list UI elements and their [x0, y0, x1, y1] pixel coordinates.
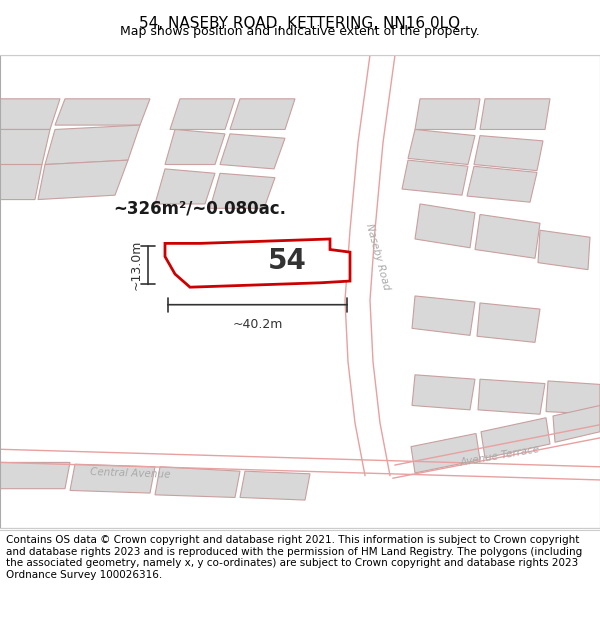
Polygon shape [45, 125, 140, 164]
Polygon shape [546, 381, 600, 414]
Polygon shape [70, 464, 155, 493]
Text: 54, NASEBY ROAD, KETTERING, NN16 0LQ: 54, NASEBY ROAD, KETTERING, NN16 0LQ [139, 16, 461, 31]
Text: Central Avenue: Central Avenue [89, 468, 170, 480]
Polygon shape [155, 467, 240, 498]
Text: Contains OS data © Crown copyright and database right 2021. This information is : Contains OS data © Crown copyright and d… [6, 535, 582, 580]
Polygon shape [412, 296, 475, 336]
Polygon shape [170, 99, 235, 129]
Polygon shape [415, 204, 475, 248]
Text: Naseby Road: Naseby Road [364, 222, 392, 291]
Polygon shape [165, 129, 225, 164]
Polygon shape [475, 214, 540, 258]
Polygon shape [412, 375, 475, 410]
Text: ~326m²/~0.080ac.: ~326m²/~0.080ac. [113, 199, 287, 217]
Polygon shape [474, 136, 543, 171]
Polygon shape [393, 425, 600, 478]
Polygon shape [415, 99, 480, 129]
Text: 54: 54 [268, 247, 307, 275]
Polygon shape [165, 239, 350, 287]
Polygon shape [345, 55, 395, 476]
Polygon shape [480, 99, 550, 129]
Polygon shape [481, 418, 550, 458]
Polygon shape [220, 134, 285, 169]
Polygon shape [155, 169, 215, 204]
Polygon shape [0, 129, 50, 164]
Polygon shape [0, 99, 60, 129]
Polygon shape [240, 471, 310, 500]
Polygon shape [38, 160, 128, 199]
Polygon shape [553, 406, 600, 442]
Text: Avenue Terrace: Avenue Terrace [459, 444, 541, 468]
Polygon shape [538, 230, 590, 269]
Polygon shape [477, 303, 540, 343]
Polygon shape [411, 434, 480, 473]
Polygon shape [402, 160, 468, 195]
Text: Map shows position and indicative extent of the property.: Map shows position and indicative extent… [120, 26, 480, 39]
Polygon shape [408, 129, 475, 164]
Polygon shape [230, 99, 295, 129]
Polygon shape [0, 462, 70, 489]
Polygon shape [467, 166, 537, 202]
Polygon shape [0, 164, 42, 199]
Polygon shape [210, 173, 275, 208]
Text: ~13.0m: ~13.0m [130, 240, 143, 291]
Polygon shape [478, 379, 545, 414]
Polygon shape [0, 449, 600, 480]
Text: ~40.2m: ~40.2m [232, 318, 283, 331]
Polygon shape [55, 99, 150, 125]
